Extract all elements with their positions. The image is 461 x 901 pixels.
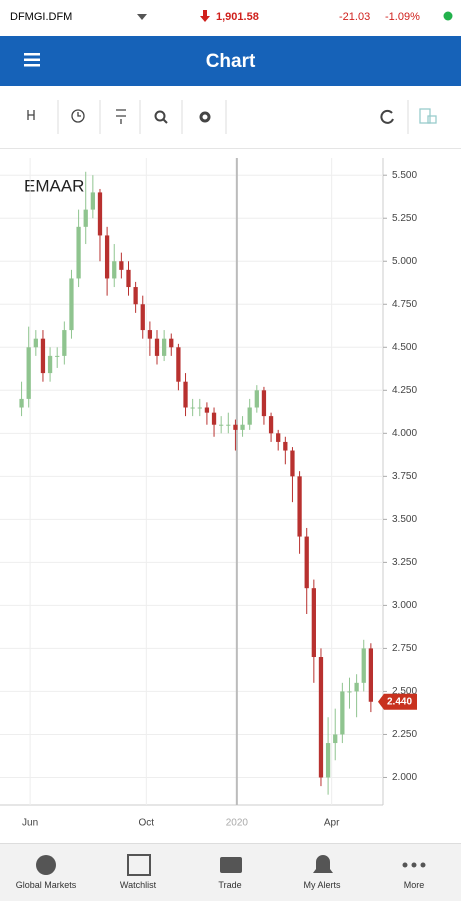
y-tick-label: 2.000 bbox=[392, 772, 417, 783]
candle-body bbox=[240, 424, 245, 430]
candle-body bbox=[233, 424, 238, 430]
candle-body bbox=[283, 441, 288, 451]
y-tick-label: 3.250 bbox=[392, 557, 417, 568]
ticker-bar: DFMGI.DFM 1,901.58 -21.03 -1.09% bbox=[0, 0, 461, 37]
toolbar bbox=[0, 86, 461, 149]
candle-body bbox=[33, 338, 38, 348]
last-price-label: 2.440 bbox=[387, 696, 412, 707]
candle-body bbox=[197, 407, 202, 409]
candle-body bbox=[55, 355, 60, 357]
y-tick-label: 2.750 bbox=[392, 643, 417, 654]
y-tick-label: 5.250 bbox=[392, 213, 417, 224]
chart: EMAAR 2.000 2.250 2.500 2.750 3.000 3.250 3.50… bbox=[0, 158, 417, 829]
nav-item[interactable]: More bbox=[403, 880, 425, 890]
y-tick-label: 4.500 bbox=[392, 342, 417, 353]
change-pct: -1.09% bbox=[385, 11, 420, 23]
candle-body bbox=[347, 691, 352, 693]
candle-body bbox=[333, 734, 338, 744]
nav-item[interactable]: Trade bbox=[218, 880, 242, 890]
y-tick-label: 3.750 bbox=[392, 471, 417, 482]
candle-body bbox=[147, 330, 153, 339]
candle-body bbox=[90, 192, 95, 210]
candle-body bbox=[204, 407, 210, 413]
x-tick-label: Apr bbox=[324, 818, 340, 829]
candle-body bbox=[190, 407, 195, 409]
candle-body bbox=[69, 278, 74, 331]
app-title: Chart bbox=[205, 51, 256, 72]
bottom-nav: Global Markets Watchlist Trade My Alerts Mor… bbox=[0, 843, 461, 901]
candle-body bbox=[97, 192, 103, 236]
y-tick-label: 4.250 bbox=[392, 385, 417, 396]
nav-icons bbox=[36, 854, 426, 876]
y-tick-label: 2.250 bbox=[392, 729, 417, 740]
nav-item[interactable]: Watchlist bbox=[119, 880, 157, 890]
y-tick-label: 4.750 bbox=[392, 299, 417, 310]
dropdown-icon[interactable] bbox=[136, 13, 148, 21]
candle-body bbox=[176, 347, 181, 382]
candle-body bbox=[268, 416, 274, 434]
candle-body bbox=[104, 235, 110, 279]
candle-body bbox=[140, 304, 145, 331]
nav-item[interactable]: My Alerts bbox=[303, 880, 341, 890]
candle-body bbox=[183, 381, 188, 408]
x-tick-label: 2020 bbox=[226, 818, 249, 829]
candle-body bbox=[368, 648, 374, 702]
y-tick-label: 3.000 bbox=[392, 600, 417, 611]
candle-body bbox=[119, 261, 124, 270]
down-arrow bbox=[200, 10, 210, 22]
candle-body bbox=[311, 588, 316, 658]
candle-body bbox=[318, 657, 324, 778]
toolbar-icons[interactable] bbox=[0, 86, 461, 148]
candle-body bbox=[297, 476, 302, 537]
candle-body bbox=[261, 390, 267, 417]
candle-body bbox=[361, 648, 366, 683]
candle-body bbox=[76, 226, 81, 279]
candle-body bbox=[304, 536, 309, 589]
y-tick-label: 5.000 bbox=[392, 256, 417, 267]
candle-body bbox=[47, 355, 53, 374]
candle-body bbox=[40, 338, 46, 374]
status-dot bbox=[443, 11, 453, 21]
y-tick-label: 2.500 bbox=[392, 686, 417, 697]
nav-item[interactable]: Global Markets bbox=[15, 880, 77, 890]
menu-icon[interactable] bbox=[24, 53, 40, 67]
candle-body bbox=[219, 424, 224, 426]
change: -21.03 bbox=[339, 11, 371, 23]
candle-body bbox=[211, 412, 217, 425]
candle-body bbox=[26, 347, 31, 399]
y-tick-label: 4.000 bbox=[392, 428, 417, 439]
app-bar: Chart bbox=[0, 36, 461, 86]
x-tick-label: Oct bbox=[139, 818, 155, 829]
last-price-tag bbox=[378, 693, 417, 710]
candle-body bbox=[340, 691, 345, 735]
x-tick-label: Jun bbox=[22, 818, 38, 829]
candle-body bbox=[62, 330, 67, 356]
chart-title: EMAAR bbox=[24, 176, 84, 195]
candle-body bbox=[354, 682, 359, 692]
y-tick-label: 5.500 bbox=[392, 170, 417, 181]
index-value: 1,901.58 bbox=[216, 11, 259, 23]
candle-body bbox=[154, 338, 160, 356]
candle-body bbox=[254, 390, 259, 408]
candle-body bbox=[126, 269, 131, 288]
candle-body bbox=[83, 209, 88, 227]
candle-body bbox=[133, 287, 138, 305]
candle-body bbox=[325, 743, 331, 778]
candle-body bbox=[19, 398, 24, 408]
y-tick-label: 3.500 bbox=[392, 514, 417, 525]
candle-body bbox=[162, 338, 167, 356]
candle-body bbox=[112, 261, 117, 279]
candle-body bbox=[226, 424, 231, 426]
candle-body bbox=[169, 338, 174, 348]
candle-body bbox=[290, 450, 295, 477]
ticker[interactable]: DFMGI.DFM bbox=[10, 11, 73, 23]
candle-body bbox=[247, 407, 252, 425]
candle-body bbox=[276, 433, 281, 442]
